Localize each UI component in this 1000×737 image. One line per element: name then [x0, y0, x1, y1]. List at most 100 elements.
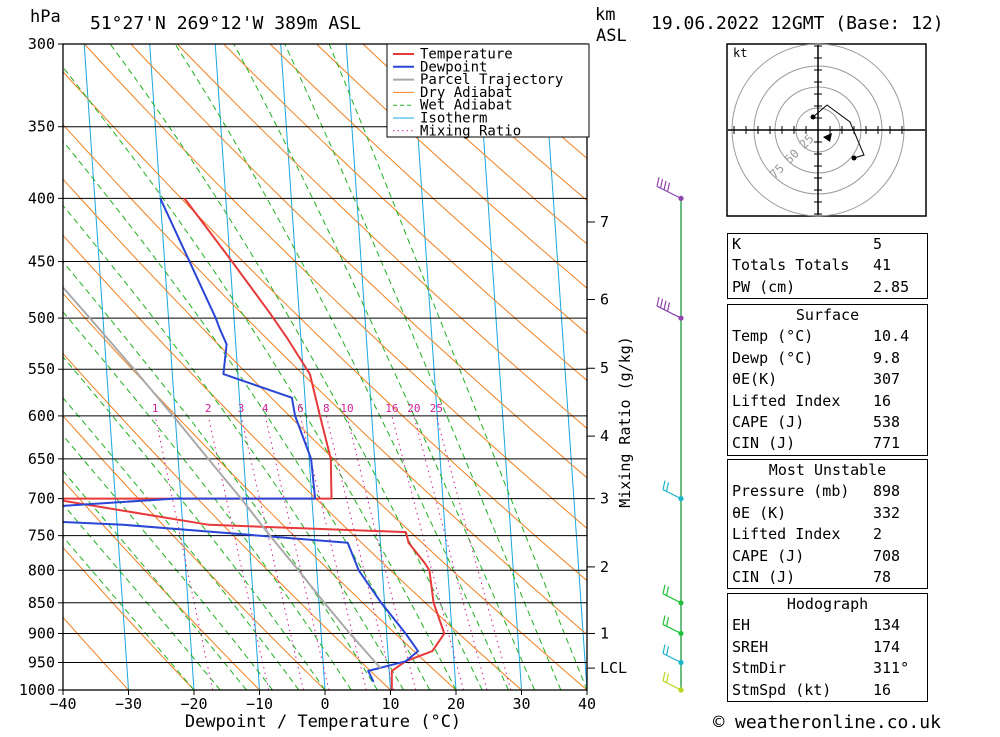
- surface-row: CIN (J)771: [728, 433, 927, 454]
- surface-row: CAPE (J)538: [728, 412, 927, 433]
- mixing-ratio-line: [208, 416, 269, 690]
- km-tick-label: 1: [600, 624, 609, 642]
- km-tick-label: 2: [600, 558, 609, 576]
- pressure-tick-label: 550: [28, 360, 55, 378]
- isotherm-line: [477, 44, 521, 690]
- pressure-tick-label: 850: [28, 594, 55, 612]
- mixing-ratio-tick-label: 20: [407, 402, 420, 415]
- mixing-ratio-tick-label: 25: [430, 402, 443, 415]
- most-unstable-row: CIN (J)78: [728, 567, 927, 588]
- wet-adiabat-line: [285, 44, 561, 690]
- most-unstable-title: Most Unstable: [728, 460, 927, 481]
- isotherm-line: [543, 44, 587, 690]
- mixing-ratio-axis-label: Mixing Ratio (g/kg): [616, 336, 634, 508]
- mixing-ratio-line: [155, 416, 213, 690]
- mixing-ratio-tick-label: 2: [205, 402, 212, 415]
- wind-barb-icon: [663, 644, 681, 662]
- km-tick-label: 5: [600, 359, 609, 377]
- isotherm-line: [281, 44, 325, 690]
- pressure-tick-label: 450: [28, 253, 55, 271]
- isotherm-line: [412, 44, 456, 690]
- pressure-tick-label: 700: [28, 490, 55, 508]
- wind-barb-icon: [663, 672, 681, 690]
- pressure-tick-label: 650: [28, 450, 55, 468]
- wind-barb-icon: [663, 481, 681, 499]
- temperature-tick-label: 10: [381, 695, 399, 713]
- pressure-tick-label: 350: [28, 118, 55, 136]
- surface-box: Surface Temp (°C)10.4 Dewp (°C)9.8 θE(K)…: [727, 304, 928, 456]
- parcel-trajectory-series-line: [0, 44, 380, 668]
- wind-barb-icon: [663, 585, 681, 603]
- x-axis-label: Dewpoint / Temperature (°C): [185, 712, 461, 732]
- isotherm-line: [150, 44, 194, 690]
- surface-title: Surface: [728, 305, 927, 326]
- dry-adiabat-line: [0, 44, 653, 690]
- copyright-icon: ©: [713, 711, 725, 733]
- temperature-tick-label: 0: [320, 695, 329, 713]
- km-unit-label: km: [595, 5, 615, 25]
- site-label[interactable]: weatheronline.co.uk: [735, 712, 941, 733]
- hodograph-point: [852, 156, 857, 161]
- wind-level-marker: [678, 631, 683, 636]
- most-unstable-row: Pressure (mb)898: [728, 481, 927, 502]
- location-label: 51°27'N 269°12'W 389m ASL: [90, 13, 361, 34]
- wind-profile: [657, 177, 684, 692]
- km-tick-label: LCL: [600, 659, 627, 677]
- km-tick-label: 6: [600, 291, 609, 309]
- temperature-tick-label: 30: [512, 695, 530, 713]
- legend-label: Mixing Ratio: [420, 123, 521, 139]
- wind-barb-icon: [657, 177, 681, 198]
- asl-unit-label: ASL: [596, 26, 627, 46]
- mixing-ratio-tick-label: 4: [262, 402, 269, 415]
- wet-adiabat-line: [0, 44, 430, 690]
- hpa-unit-label: hPa: [30, 7, 61, 27]
- km-tick-label: 3: [600, 490, 609, 508]
- pressure-tick-label: 500: [28, 309, 55, 327]
- km-tick-label: 7: [600, 213, 609, 231]
- most-unstable-row: θE (K)332: [728, 503, 927, 524]
- temperature-tick-label: −30: [115, 695, 142, 713]
- pressure-tick-label: 800: [28, 561, 55, 579]
- index-row-pw: PW (cm)2.85: [728, 277, 927, 298]
- hodograph-unit-label: kt: [733, 46, 747, 60]
- temperature-tick-label: 20: [447, 695, 465, 713]
- wind-barb-icon: [657, 297, 681, 318]
- mixing-ratio-tick-label: 6: [297, 402, 304, 415]
- pressure-tick-label: 950: [28, 653, 55, 671]
- plot-frame: [63, 44, 587, 690]
- mixing-ratio-tick-label: 1: [152, 402, 159, 415]
- isotherm-line: [215, 44, 259, 690]
- wind-level-marker: [678, 660, 683, 665]
- isotherm-line: [84, 44, 128, 690]
- hodograph-title: Hodograph: [728, 594, 927, 615]
- wet-adiabat-line: [0, 44, 377, 690]
- surface-row: Dewp (°C)9.8: [728, 348, 927, 369]
- pressure-tick-label: 900: [28, 624, 55, 642]
- wind-barb-icon: [663, 615, 681, 633]
- pressure-tick-label: 400: [28, 189, 55, 207]
- most-unstable-row: CAPE (J)708: [728, 546, 927, 567]
- datetime-label: 19.06.2022 12GMT (Base: 12): [651, 13, 944, 34]
- temperature-tick-label: −20: [180, 695, 207, 713]
- km-tick-label: 4: [600, 427, 609, 445]
- temperature-tick-label: 40: [578, 695, 596, 713]
- mixing-ratio-tick-label: 3: [238, 402, 245, 415]
- hodograph-row: StmSpd (kt)16: [728, 680, 927, 701]
- pressure-tick-label: 600: [28, 407, 55, 425]
- most-unstable-box: Most Unstable Pressure (mb)898 θE (K)332…: [727, 459, 928, 589]
- temperature-tick-label: −40: [49, 695, 76, 713]
- mixing-ratio-line: [265, 416, 329, 690]
- temperature-tick-label: −10: [246, 695, 273, 713]
